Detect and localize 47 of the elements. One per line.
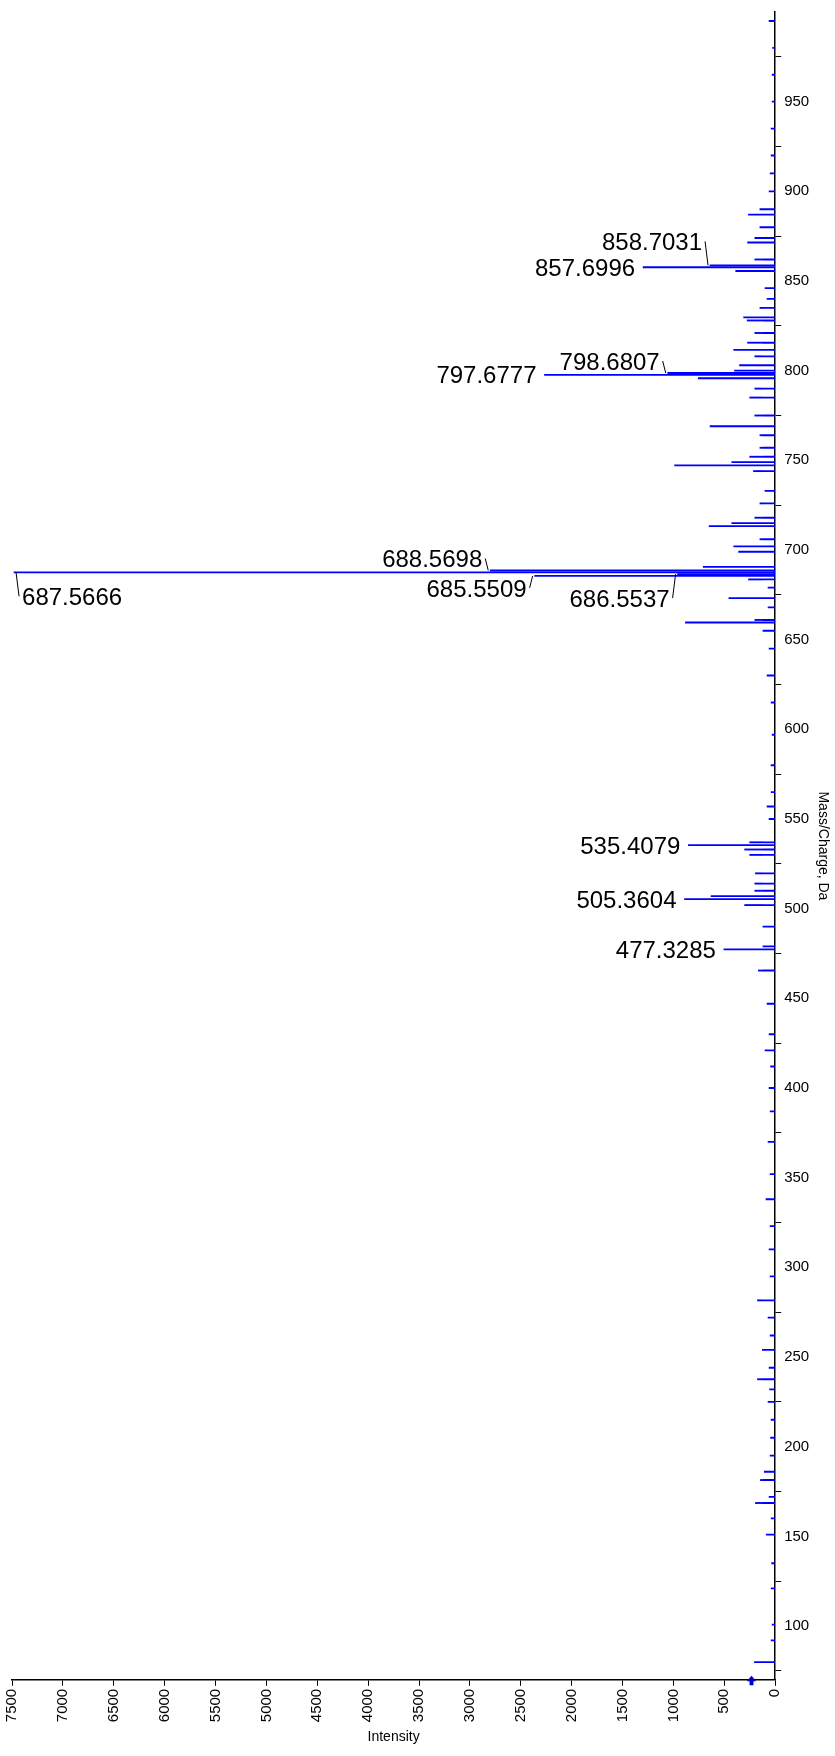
x-tick-label: 6500 [103, 1688, 121, 1723]
y-tick-label: 900 [784, 181, 810, 199]
annotation: 857.6996 [534, 253, 636, 281]
y-tick-label: 350 [784, 1167, 810, 1185]
annotation: 797.6777 [436, 361, 537, 389]
y-tick-label: 700 [784, 540, 810, 558]
y-tick-label: 100 [784, 1616, 810, 1634]
annotation: 505.3604 [576, 885, 677, 913]
y-tick-label: 250 [784, 1347, 810, 1365]
y-tick-label: 150 [784, 1526, 810, 1544]
annotation: 685.5509 [426, 574, 527, 602]
x-tick-label: 4000 [358, 1688, 376, 1723]
x-tick-label: 5000 [256, 1688, 274, 1723]
y-tick-label: 500 [784, 898, 810, 916]
x-tick-label: 0 [765, 1688, 783, 1698]
y-tick-label: 200 [784, 1436, 810, 1454]
annotation: 477.3285 [615, 935, 716, 963]
x-axis-title: Intensity [367, 1728, 420, 1745]
y-tick-label: 650 [784, 629, 810, 647]
annotation: 535.4079 [580, 831, 681, 859]
y-axis-title: Mass/Charge, Da [815, 791, 832, 901]
x-tick-label: 3000 [460, 1688, 478, 1723]
annotation: 687.5666 [22, 582, 123, 610]
y-tick-label: 600 [784, 719, 810, 737]
x-tick-label: 5500 [205, 1688, 223, 1723]
y-tick-label: 800 [784, 360, 810, 378]
x-tick-label: 3500 [409, 1688, 427, 1723]
y-tick-label: 550 [784, 809, 810, 827]
x-tick-label: 2000 [561, 1688, 579, 1723]
x-tick-label: 2500 [510, 1688, 528, 1723]
annotation: 858.7031 [601, 228, 703, 256]
x-tick-label: 7500 [2, 1688, 20, 1723]
x-tick-label: 6000 [154, 1688, 172, 1723]
y-tick-label: 400 [784, 1078, 810, 1096]
x-tick-label: 4500 [307, 1688, 325, 1723]
annotation: 686.5537 [569, 584, 670, 612]
annotation: 688.5698 [382, 545, 483, 573]
x-tick-label: 7000 [53, 1688, 71, 1723]
y-tick-label: 950 [784, 91, 810, 109]
x-tick-label: 500 [714, 1688, 732, 1714]
y-tick-label: 300 [784, 1257, 810, 1275]
y-tick-label: 450 [784, 988, 810, 1006]
x-tick-label: 1000 [663, 1688, 681, 1723]
y-tick-label: 750 [784, 450, 810, 468]
annotation: 798.6807 [559, 347, 660, 375]
x-tick-label: 1500 [612, 1688, 630, 1723]
y-tick-label: 850 [784, 271, 810, 289]
